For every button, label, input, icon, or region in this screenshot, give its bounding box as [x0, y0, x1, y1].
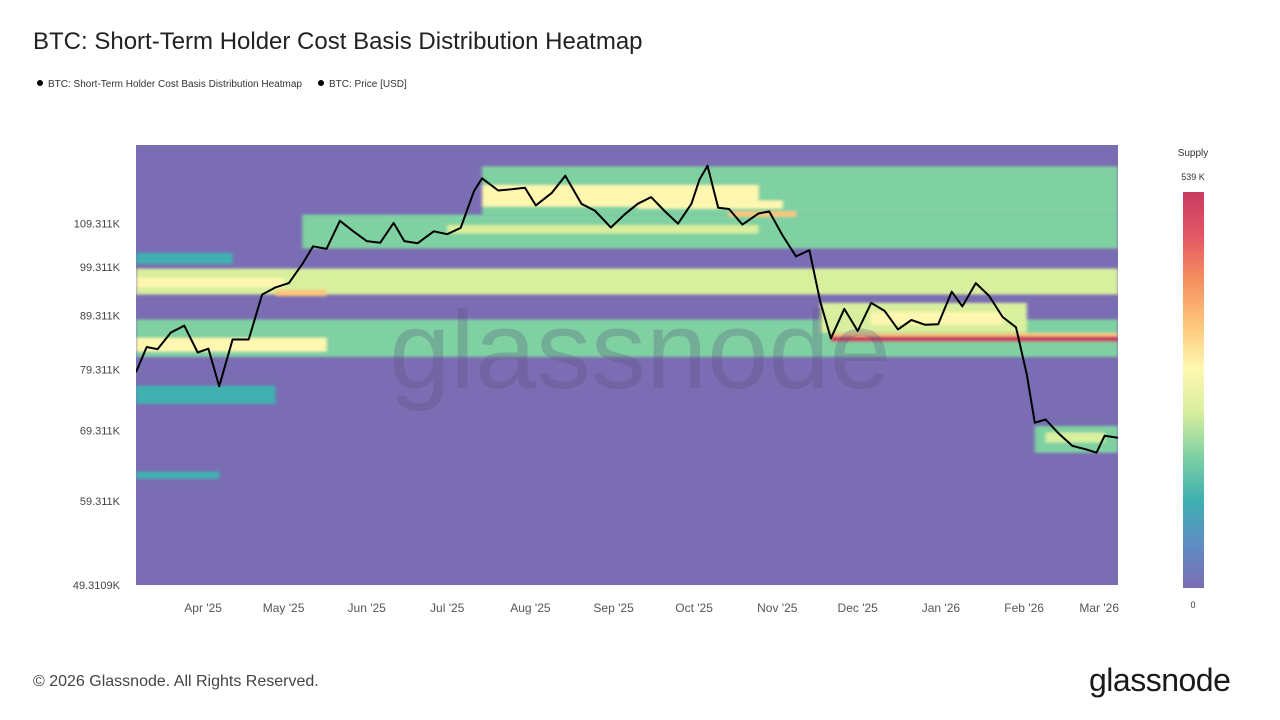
y-tick-label-4: 69.311K	[80, 426, 121, 438]
legend-dot-icon	[37, 80, 43, 86]
x-tick-label-9: Jan '26	[922, 601, 961, 615]
colorbar	[1183, 192, 1204, 588]
y-tick-label-1: 99.311K	[80, 262, 121, 274]
x-tick-label-7: Nov '25	[757, 601, 798, 615]
legend-dot-icon	[318, 80, 324, 86]
supply-band-10	[136, 252, 233, 265]
y-tick-label-6: 49.3109K	[73, 580, 121, 592]
supply-band-9	[275, 289, 327, 297]
supply-band-3	[637, 200, 783, 209]
legend-item-heatmap[interactable]: BTC: Short-Term Holder Cost Basis Distri…	[37, 79, 302, 90]
x-tick-label-10: Feb '26	[1004, 601, 1044, 615]
legend-label: BTC: Short-Term Holder Cost Basis Distri…	[48, 79, 302, 90]
supply-band-8	[136, 277, 284, 288]
x-tick-label-0: Apr '25	[184, 601, 222, 615]
y-tick-label-5: 59.311K	[80, 496, 121, 508]
y-tick-label-2: 89.311K	[80, 310, 121, 322]
legend-label: BTC: Price [USD]	[329, 79, 407, 90]
copyright-text: © 2026 Glassnode. All Rights Reserved.	[33, 673, 319, 690]
x-tick-label-5: Sep '25	[593, 601, 634, 615]
x-tick-label-2: Jun '25	[348, 601, 387, 615]
supply-band-20	[136, 471, 220, 479]
supply-band-15	[830, 336, 1118, 342]
colorbar-title: Supply	[1177, 148, 1209, 159]
watermark: glassnode	[389, 289, 891, 412]
x-tick-label-3: Jul '25	[430, 601, 465, 615]
supply-band-19	[1045, 432, 1105, 443]
supply-band-16	[830, 333, 1118, 337]
brand-logo: glassnode	[1089, 662, 1231, 698]
supply-band-6	[729, 211, 797, 217]
x-tick-label-8: Dec '25	[838, 601, 879, 615]
supply-band-17	[136, 385, 276, 404]
supply-band-5	[447, 225, 759, 234]
supply-band-14	[871, 311, 1003, 325]
price-line[interactable]	[136, 164, 1118, 454]
y-tick-label-3: 79.311K	[80, 364, 121, 376]
x-tick-label-11: Mar '26	[1079, 601, 1119, 615]
x-tick-label-6: Oct '25	[675, 601, 713, 615]
x-tick-label-1: May '25	[263, 601, 305, 615]
x-tick-label-4: Aug '25	[510, 601, 551, 615]
legend-item-price[interactable]: BTC: Price [USD]	[318, 79, 407, 90]
colorbar-max-label: 539 K	[1181, 172, 1205, 182]
supply-band-2	[551, 187, 611, 197]
y-tick-label-0: 109.311K	[74, 219, 121, 231]
chart-title: BTC: Short-Term Holder Cost Basis Distri…	[33, 28, 643, 55]
colorbar-min-label: 0	[1190, 600, 1196, 610]
